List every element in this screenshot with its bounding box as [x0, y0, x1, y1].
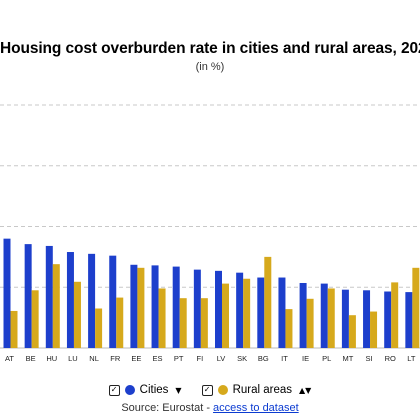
- x-tick-label: IT: [281, 354, 288, 363]
- bar-cities-sk[interactable]: [236, 272, 244, 348]
- bar-rural-fr[interactable]: [116, 297, 124, 348]
- x-tick-label: NL: [89, 354, 99, 363]
- bar-cities-lt[interactable]: [405, 292, 413, 348]
- sort-both-icon[interactable]: ▲▼: [299, 385, 312, 395]
- bar-cities-fi[interactable]: [193, 269, 201, 348]
- x-tick-label: RO: [385, 354, 396, 363]
- bar-rural-hu[interactable]: [52, 264, 60, 348]
- bar-cities-lv[interactable]: [215, 270, 222, 348]
- bar-cities-be[interactable]: [24, 244, 32, 348]
- bar-rural-at[interactable]: [10, 310, 18, 348]
- x-tick-label: LT: [407, 354, 416, 363]
- bar-cities-fr[interactable]: [109, 255, 117, 348]
- cities-dot-icon: [124, 385, 135, 395]
- legend-item-cities[interactable]: ✓ Cities ▼: [108, 384, 182, 396]
- legend-item-rural[interactable]: ✓ Rural areas ▲▼: [201, 384, 312, 396]
- bar-cities-es[interactable]: [151, 265, 159, 348]
- gridlines: [0, 104, 420, 349]
- bar-cities-it[interactable]: [278, 277, 286, 348]
- bar-cities-hu[interactable]: [45, 245, 53, 348]
- bar-rural-fi[interactable]: [200, 298, 208, 348]
- source-line: Source: Eurostat - access to dataset: [0, 402, 420, 414]
- source-text: Source: Eurostat -: [121, 402, 214, 414]
- chart-subtitle: (in %): [195, 61, 225, 73]
- bar-cities-bg[interactable]: [257, 277, 265, 348]
- x-tick-label: LV: [217, 354, 226, 363]
- sort-down-icon[interactable]: ▼: [175, 385, 182, 395]
- checkbox-icon[interactable]: ✓: [108, 384, 120, 396]
- bar-cities-ro[interactable]: [384, 291, 392, 348]
- checkbox-icon[interactable]: ✓: [201, 384, 213, 396]
- bar-rural-ie[interactable]: [306, 298, 314, 348]
- x-tick-label: PT: [174, 354, 184, 363]
- x-axis-labels: AT BE HU LU NL FR EE ES PT FI LV SK BG IT IE PL MT SI RO LT: [5, 354, 416, 363]
- bar-cities-si[interactable]: [363, 290, 371, 348]
- x-tick-label: LU: [68, 354, 78, 363]
- x-tick-label: SK: [237, 354, 247, 363]
- bar-cities-at[interactable]: [3, 238, 11, 348]
- bar-rural-bg[interactable]: [264, 256, 272, 348]
- x-tick-label: AT: [5, 354, 14, 363]
- x-tick-label: FI: [197, 354, 204, 363]
- x-tick-label: SI: [366, 354, 373, 363]
- bar-rural-it[interactable]: [285, 309, 293, 348]
- legend: ✓ Cities ▼ ✓ Rural areas ▲▼: [0, 384, 420, 396]
- bar-cities-pt[interactable]: [172, 266, 180, 348]
- x-tick-label: HU: [46, 354, 57, 363]
- x-tick-label: IE: [302, 354, 309, 363]
- x-tick-label: PL: [322, 354, 331, 363]
- bar-cities-lu[interactable]: [66, 252, 74, 348]
- bar-cities-pl[interactable]: [320, 283, 328, 348]
- x-tick-label: BE: [26, 354, 36, 363]
- bar-rural-be[interactable]: [31, 290, 39, 348]
- bar-rural-si[interactable]: [370, 311, 378, 348]
- bar-cities-ee[interactable]: [130, 264, 138, 348]
- bar-rural-ee[interactable]: [137, 267, 145, 348]
- bar-rural-ro[interactable]: [391, 282, 399, 348]
- bar-cities-mt[interactable]: [341, 289, 349, 348]
- bar-cities-ie[interactable]: [299, 282, 307, 348]
- legend-label-cities: Cities: [139, 384, 169, 396]
- bar-rural-pl[interactable]: [327, 288, 335, 348]
- rural-dot-icon: [217, 385, 228, 395]
- legend-label-rural: Rural areas: [232, 384, 293, 396]
- bar-rural-sk[interactable]: [243, 278, 251, 348]
- bar-rural-es[interactable]: [158, 288, 166, 348]
- bar-rural-lt[interactable]: [412, 267, 420, 348]
- bar-rural-lu[interactable]: [73, 281, 81, 348]
- dataset-link[interactable]: access to dataset: [213, 402, 299, 414]
- x-tick-label: EE: [131, 354, 141, 363]
- x-tick-label: MT: [342, 354, 353, 363]
- bar-rural-nl[interactable]: [95, 308, 103, 348]
- x-tick-label: FR: [110, 354, 121, 363]
- chart-title: Housing cost overburden rate in cities a…: [0, 40, 420, 57]
- x-tick-label: ES: [153, 354, 163, 363]
- bar-cities-nl[interactable]: [88, 253, 96, 348]
- bars: [3, 238, 420, 348]
- bar-rural-mt[interactable]: [348, 315, 356, 348]
- x-tick-label: BG: [258, 354, 269, 363]
- bar-rural-pt[interactable]: [179, 298, 187, 348]
- bar-rural-lv[interactable]: [222, 283, 229, 348]
